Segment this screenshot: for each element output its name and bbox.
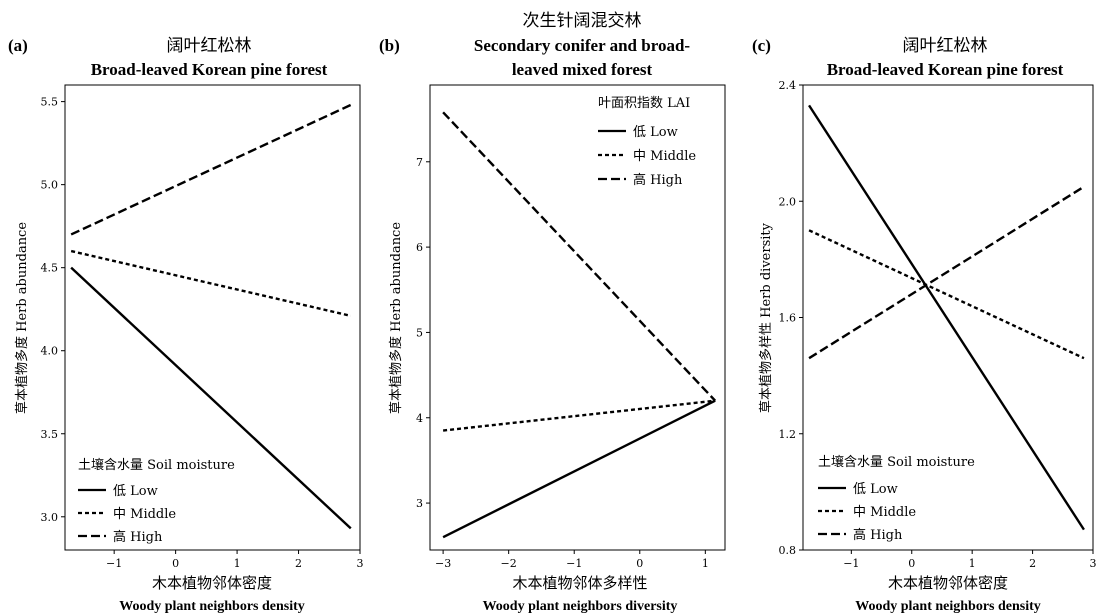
panel-b-label: (b)	[379, 36, 400, 55]
panel-c-title-cn: 阔叶红松林	[903, 36, 988, 56]
panel-c-y-tick-label: 2.0	[779, 195, 797, 208]
panel-c-legend-low: 低 Low	[853, 482, 898, 497]
panel-c-ticks: −1 0 1 2 3 0.8 1.2 1.6 2.0 2.4	[779, 79, 1097, 570]
panel-b-title-en-line2: leaved mixed forest	[512, 60, 653, 79]
panel-c-y-tick-label: 2.4	[779, 79, 797, 92]
panel-b-y-tick-label: 4	[416, 412, 423, 425]
panel-a-legend-low: 低 Low	[113, 484, 158, 499]
panel-a-label: (a)	[8, 36, 28, 55]
panel-a-x-tick-label: 0	[172, 557, 179, 570]
panel-a-y-tick-label: 3.5	[41, 428, 59, 441]
panel-c-line-middle	[808, 229, 1085, 360]
panel-c-y-tick-label: 1.6	[779, 312, 797, 325]
panel-a-legend-middle: 中 Middle	[113, 507, 176, 522]
panel-c-legend: 土壤含水量 Soil moisture 低 Low 中 Middle 高 Hig…	[818, 454, 975, 543]
panel-c-x-tick-label: 2	[1029, 557, 1036, 570]
panel-c-lines	[808, 104, 1085, 531]
panel-a-y-tick-label: 4.0	[41, 345, 59, 358]
panel-a: (a) 阔叶红松林 Broad-leaved Korean pine fores…	[8, 36, 364, 614]
panel-b-plot-frame	[429, 84, 726, 551]
panel-a-legend: 土壤含水量 Soil moisture 低 Low 中 Middle 高 Hig…	[78, 457, 235, 545]
panel-a-legend-title: 土壤含水量 Soil moisture	[78, 457, 235, 473]
panel-c-x-tick-label: 1	[969, 557, 976, 570]
panel-a-x-axis-label-en: Woody plant neighbors density	[119, 599, 305, 614]
panel-c-x-tick-label: 3	[1090, 557, 1097, 570]
panel-b-x-tick-label: −1	[566, 557, 582, 570]
panel-c-y-tick-label: 0.8	[779, 544, 797, 557]
panel-c-y-axis-label: 草本植物多样性 Herb diversity	[758, 222, 774, 413]
panel-c-x-axis-label-cn: 木本植物邻体密度	[888, 574, 1008, 592]
panel-c-title-en: Broad-leaved Korean pine forest	[827, 60, 1064, 79]
panel-a-title-en: Broad-leaved Korean pine forest	[91, 60, 328, 79]
panel-a-y-tick-label: 5.0	[41, 179, 59, 192]
panel-c-legend-middle: 中 Middle	[853, 505, 916, 520]
panel-a-line-high	[70, 103, 352, 236]
panel-b-x-tick-label: −2	[501, 557, 517, 570]
panel-c: (c) 阔叶红松林 Broad-leaved Korean pine fores…	[752, 36, 1097, 614]
panel-a-x-tick-label: −1	[106, 557, 122, 570]
panel-a-plot-frame	[64, 84, 361, 551]
panel-a-title-cn: 阔叶红松林	[167, 36, 252, 56]
panel-c-x-tick-label: 0	[908, 557, 915, 570]
panel-c-plot-frame	[802, 84, 1094, 551]
panel-a-line-low	[70, 266, 352, 530]
panel-a-y-tick-label: 4.5	[41, 262, 59, 275]
panel-c-x-axis-label-en: Woody plant neighbors density	[855, 599, 1041, 614]
panel-a-y-tick-label: 5.5	[41, 96, 59, 109]
panel-c-y-tick-label: 1.2	[779, 428, 797, 441]
panel-c-legend-high: 高 High	[853, 527, 903, 543]
panel-b-line-low	[442, 399, 716, 539]
panel-b-line-high	[442, 111, 717, 402]
panel-b-x-axis-label-en: Woody plant neighbors diversity	[483, 599, 678, 614]
panel-b-title-en-line1: Secondary conifer and broad-	[474, 36, 690, 55]
panel-a-x-tick-label: 1	[234, 557, 241, 570]
panel-b-x-tick-label: 1	[702, 557, 709, 570]
panel-a-y-axis-label: 草本植物多度 Herb abundance	[14, 222, 30, 414]
panel-a-lines	[70, 103, 352, 530]
panel-b-x-tick-label: 0	[636, 557, 643, 570]
panel-a-x-tick-label: 2	[295, 557, 302, 570]
panel-b-line-middle	[442, 399, 716, 432]
panel-b-y-tick-label: 7	[416, 156, 423, 169]
panel-a-legend-high: 高 High	[113, 529, 163, 545]
panel-b-y-tick-label: 6	[416, 241, 423, 254]
panel-b-ticks: −3 −2 −1 0 1 3 4 5 6 7	[416, 156, 709, 570]
panel-a-ticks: −1 0 1 2 3 3.0 3.5 4.0 4.5 5.0 5.5	[41, 96, 364, 570]
panel-b-legend-middle: 中 Middle	[633, 149, 696, 164]
panel-a-x-axis-label-cn: 木本植物邻体密度	[152, 574, 272, 592]
panel-c-x-tick-label: −1	[843, 557, 859, 570]
panel-b-legend: 叶面积指数 LAI 低 Low 中 Middle 高 High	[598, 96, 696, 188]
panel-c-line-high	[808, 185, 1085, 360]
panel-b-y-tick-label: 3	[416, 497, 423, 510]
panel-b-legend-high: 高 High	[633, 172, 683, 188]
panel-b-lines	[442, 111, 717, 539]
panel-b-title-cn: 次生针阔混交林	[523, 11, 642, 31]
panel-b-x-axis-label-cn: 木本植物邻体多样性	[512, 574, 647, 592]
panel-b-legend-low: 低 Low	[633, 125, 678, 140]
panel-c-label: (c)	[752, 36, 771, 55]
panel-a-y-tick-label: 3.0	[41, 511, 59, 524]
panel-b-y-axis-label: 草本植物多度 Herb abundance	[388, 222, 404, 414]
panel-b-y-tick-label: 5	[416, 326, 423, 339]
panel-c-legend-title: 土壤含水量 Soil moisture	[818, 454, 975, 470]
panel-c-line-low	[808, 104, 1085, 531]
panel-b: (b) 次生针阔混交林 Secondary conifer and broad-…	[379, 11, 726, 614]
panel-b-legend-title: 叶面积指数 LAI	[598, 96, 690, 111]
panel-b-x-tick-label: −3	[435, 557, 451, 570]
panel-a-line-middle	[70, 249, 352, 318]
panel-a-x-tick-label: 3	[357, 557, 364, 570]
